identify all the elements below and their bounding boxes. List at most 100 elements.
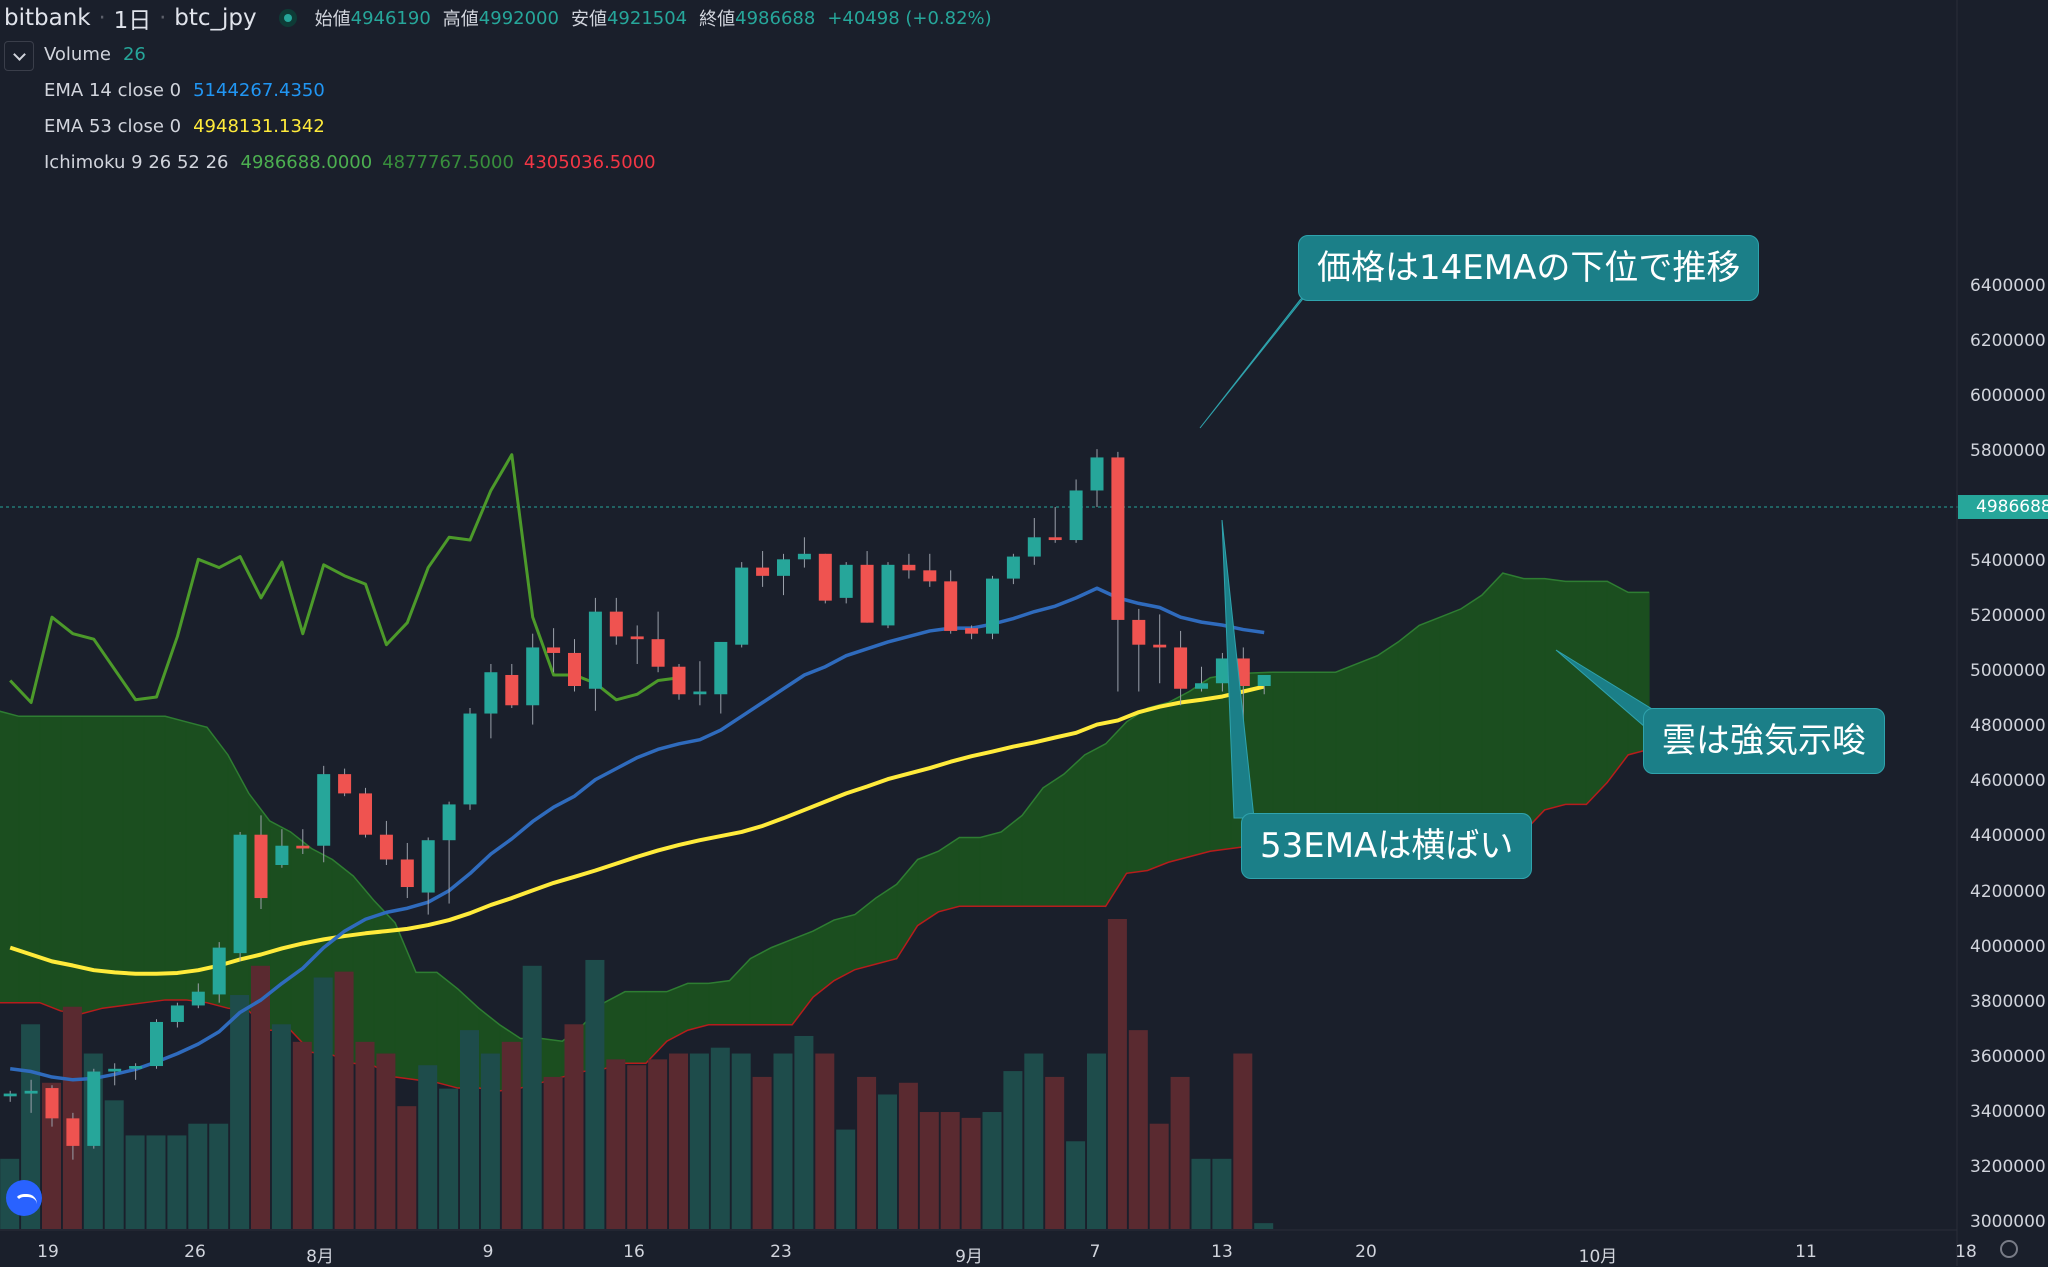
candle-body (87, 1071, 101, 1146)
candle-body (1132, 619, 1146, 645)
legend-ema14[interactable]: EMA 14 close 0 5144267.4350 (44, 80, 335, 101)
candle-body (693, 691, 707, 695)
candle-body (3, 1093, 17, 1097)
volume-bar (564, 1024, 584, 1229)
symbol-name[interactable]: btc_jpy (174, 5, 257, 31)
legend-volume[interactable]: Volume 26 (44, 44, 156, 65)
candle-body (609, 611, 623, 637)
candle-body (777, 559, 790, 576)
cloud-segment (1585, 580, 1608, 806)
time-tick-label: 13 (1211, 1242, 1233, 1262)
cloud-segment (540, 1037, 563, 1084)
interval-label[interactable]: 1日 (113, 8, 152, 34)
price-tick-label: 3200000 (1970, 1156, 2046, 1177)
candle-body (672, 666, 686, 695)
volume-bar (836, 1129, 856, 1229)
candle-body (1048, 537, 1062, 541)
volume-bar (251, 965, 270, 1229)
cloud-segment (1544, 578, 1566, 811)
senkou-span-a-line (0, 572, 1650, 1043)
chikou-span-line (9, 453, 680, 705)
last-price-tag: 4986688 (1958, 495, 2048, 519)
volume-bar (585, 959, 605, 1229)
candle-body (254, 834, 268, 899)
time-tick-label: 16 (623, 1242, 645, 1262)
volume-bar (961, 1117, 981, 1229)
annotation-cloud-bullish[interactable]: 雲は強気示唆 (1643, 708, 1885, 774)
candle-body (902, 564, 916, 571)
candle-body (881, 564, 895, 626)
legend-ema53[interactable]: EMA 53 close 0 4948131.1342 (44, 116, 335, 137)
volume-bar (1087, 1053, 1106, 1229)
cloud-segment (164, 715, 187, 1001)
ichimoku-value-2: 4877767.5000 (382, 152, 514, 173)
volume-bar (898, 1082, 918, 1229)
volume-bar (919, 1112, 939, 1229)
ema14-name: EMA 14 close 0 (44, 80, 182, 101)
candle-body (379, 834, 393, 860)
candle-body (735, 567, 749, 645)
time-tick-label: 7 (1089, 1242, 1101, 1262)
cloud-segment (1084, 743, 1107, 907)
candle-body (1215, 658, 1229, 684)
exchange-name[interactable]: bitbank (4, 5, 91, 31)
cloud-segment (1167, 690, 1190, 863)
cloud-segment (896, 858, 919, 961)
price-tick-label: 3800000 (1970, 991, 2046, 1012)
close-value: 4986688 (735, 7, 816, 29)
volume-bar (982, 1112, 1002, 1229)
cloud-segment (603, 990, 626, 1070)
cloud-segment (1147, 701, 1169, 872)
ema53-name: EMA 53 close 0 (44, 116, 182, 137)
tradingview-logo-icon[interactable] (6, 1180, 42, 1216)
price-tick-label: 5000000 (1970, 661, 2046, 682)
volume-bar (230, 995, 250, 1229)
price-tick-label: 5800000 (1970, 440, 2046, 461)
cloud-segment (624, 991, 647, 1064)
candle-body (1027, 537, 1041, 557)
gear-icon[interactable] (2000, 1240, 2018, 1258)
candle-body (338, 774, 352, 794)
time-tick-label: 26 (184, 1242, 206, 1262)
ichimoku-value-1: 4986688.0000 (240, 152, 373, 173)
volume-bar (355, 1041, 375, 1229)
volume-bar (501, 1041, 521, 1229)
ichimoku-value-3: 4305036.5000 (523, 152, 656, 173)
price-tick-label: 4000000 (1970, 936, 2046, 957)
candle-body (797, 553, 811, 560)
cloud-segment (770, 938, 793, 1026)
collapse-legend-button[interactable] (4, 41, 34, 71)
annotation-ema53-flat[interactable]: 53EMAは横ばい (1241, 813, 1533, 879)
cloud-segment (854, 897, 877, 971)
candle-body (588, 611, 602, 689)
cloud-segment (729, 957, 751, 1026)
candle-body (714, 641, 728, 695)
volume-bar (1149, 1123, 1169, 1229)
volume-bar (104, 1100, 124, 1229)
cloud-segment (1606, 580, 1629, 784)
low-label: 安値 (570, 9, 607, 30)
change-value: +40498 (+0.82%) (827, 7, 992, 29)
time-tick-label: 8月 (306, 1247, 334, 1267)
low-value: 4921504 (606, 7, 688, 29)
cloud-segment (1397, 624, 1420, 844)
cloud-segment (1063, 753, 1086, 907)
annotation-price-below-ema14[interactable]: 価格は14EMAの下位で推移 (1298, 235, 1760, 301)
candle-body (129, 1066, 143, 1069)
cloud-segment (1523, 578, 1546, 834)
pointer-annotation-1 (1199, 289, 1311, 429)
candle-body (463, 713, 477, 805)
volume-bar (878, 1094, 897, 1229)
candlesticks (3, 449, 1271, 1160)
volume-bar (1254, 1223, 1274, 1229)
volume-bar (397, 1106, 417, 1229)
volume-bar (627, 1065, 647, 1229)
legend-ichimoku[interactable]: Ichimoku 9 26 52 26 4986688.0000 4877767.5… (44, 152, 666, 173)
volume-bar (940, 1112, 960, 1229)
price-tick-label: 3600000 (1970, 1046, 2046, 1067)
candle-body (170, 1005, 184, 1022)
cloud-segment (749, 946, 772, 1026)
candle-body (651, 639, 665, 667)
volume-bar (1003, 1071, 1023, 1229)
